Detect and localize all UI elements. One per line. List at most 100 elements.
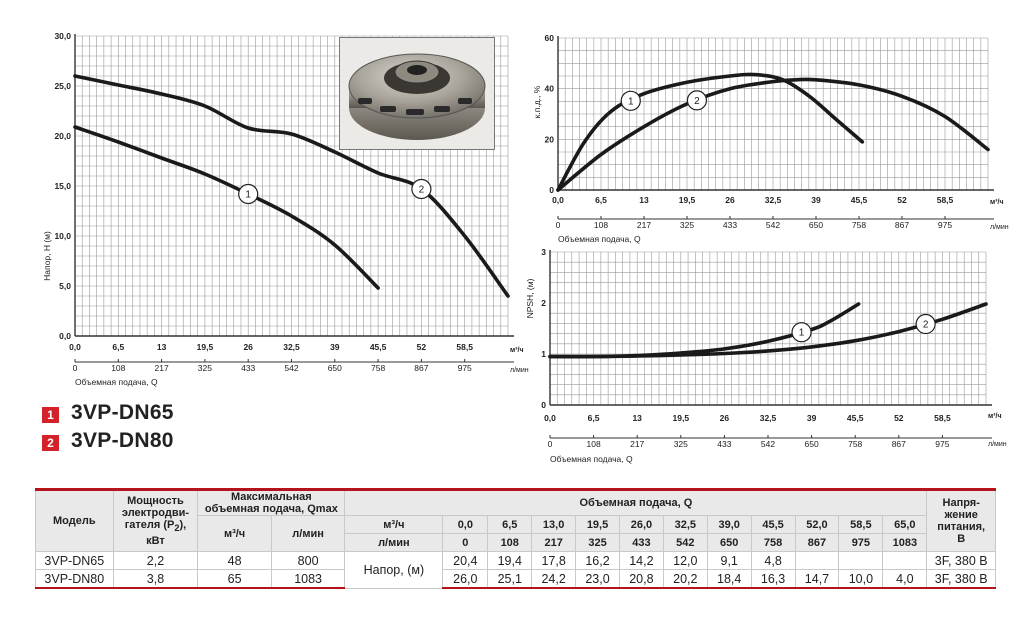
x2-tick-label: 108 xyxy=(587,439,601,449)
grid xyxy=(549,251,987,406)
x2-tick-label: 433 xyxy=(717,439,731,449)
x-tick-label: 39 xyxy=(330,342,340,352)
x-tick-label: 6,5 xyxy=(595,195,607,205)
header-power: Мощность электродви- гателя (P2), кВт xyxy=(112,488,199,552)
head-value-cell: 10,0 xyxy=(838,569,884,589)
efficiency-chart: 0,0 6,5 13 19,5 26 32,5 39 45,5 52 58,5 м³/ч0 108 21… xyxy=(532,33,1009,244)
x-tick-label: 39 xyxy=(807,413,817,423)
curve-marker-circle xyxy=(686,90,708,111)
flow-m3-cell: 45,5 xyxy=(750,515,796,534)
y-tick-label: 1 xyxy=(541,349,546,359)
curve-marker-label: 2 xyxy=(419,185,425,196)
flow-m3-cell: 26,0 xyxy=(618,515,664,534)
flow-lmin-cell: 650 xyxy=(706,533,752,552)
x2-tick-label: 217 xyxy=(630,439,644,449)
model-cell: 3VP-DN80 xyxy=(35,569,114,589)
series-line-2 xyxy=(556,77,990,192)
x-tick-label: 0,0 xyxy=(544,413,556,423)
flow-lmin-cell: 542 xyxy=(662,533,708,552)
flow-lmin-cell: 433 xyxy=(618,533,664,552)
x-tick-label: 45,5 xyxy=(847,413,864,423)
y-tick-label: 30,0 xyxy=(54,31,71,41)
x-tick-label: 39 xyxy=(811,195,821,205)
head-value-cell: 20,8 xyxy=(618,569,664,589)
x-tick-label: 52 xyxy=(417,342,427,352)
y-tick-label: 0 xyxy=(549,185,554,195)
y-tick-label: 40 xyxy=(545,84,555,94)
qmax-m3-cell: 48 xyxy=(197,551,272,570)
x2-tick-label: 325 xyxy=(680,220,694,230)
curve-marker-label: 1 xyxy=(628,96,634,107)
x2-unit-label: л/мин xyxy=(988,441,1007,448)
y-axis-title: NPSH, (м) xyxy=(525,278,535,318)
x2-tick-label: 975 xyxy=(938,220,952,230)
x-unit-label: м³/ч xyxy=(510,347,524,354)
x-tick-label: 13 xyxy=(632,413,642,423)
x2-tick-label: 867 xyxy=(414,363,428,373)
x-tick-label: 6,5 xyxy=(588,413,600,423)
flow-lmin-cell: 758 xyxy=(750,533,796,552)
curve-marker-label: 2 xyxy=(923,320,929,331)
y-tick-label: 15,0 xyxy=(54,181,71,191)
x-axis-title: Объемная подача, Q xyxy=(558,234,641,244)
x2-tick-label: 433 xyxy=(241,363,255,373)
curve-marker-1: 1 xyxy=(238,183,259,205)
flow-lmin-cell: 325 xyxy=(575,533,620,552)
x-unit-label: м³/ч xyxy=(990,199,1004,206)
curve-marker-label: 1 xyxy=(245,190,251,201)
head-value-cell: 4,0 xyxy=(882,569,928,589)
curve-marker-label: 2 xyxy=(694,96,700,107)
x2-tick-label: 0 xyxy=(556,220,561,230)
header-qmax-lmin: л/мин xyxy=(270,515,346,552)
x-tick-label: 52 xyxy=(897,195,907,205)
flow-m3-cell: 0,0 xyxy=(442,515,489,534)
x2-unit-label: л/мин xyxy=(510,367,529,374)
curve-marker-circle xyxy=(238,183,259,205)
x-tick-label: 58,5 xyxy=(937,195,954,205)
x-tick-label: 45,5 xyxy=(851,195,868,205)
flow-lmin-cell: 217 xyxy=(531,533,577,552)
x-tick-label: 52 xyxy=(894,413,904,423)
flow-m3-cell: 39,0 xyxy=(706,515,752,534)
y-axis-title: к.п.д., % xyxy=(532,85,542,118)
legend-item-1: 1 3VP-DN65 xyxy=(42,401,242,427)
header-qmax-m3: м³/ч xyxy=(197,515,272,552)
qmax-lmin-cell: 1083 xyxy=(270,569,346,589)
header-flow: Объемная подача, Q xyxy=(344,488,928,516)
flow-m3-cell: 52,0 xyxy=(794,515,840,534)
y-tick-label: 10,0 xyxy=(54,231,71,241)
x2-unit-label: л/мин xyxy=(990,224,1009,231)
x-tick-label: 6,5 xyxy=(112,342,124,352)
x-tick-label: 0,0 xyxy=(552,195,564,205)
series-line-1 xyxy=(548,302,861,359)
supply-cell: 3F, 380 В xyxy=(926,551,996,570)
x-tick-label: 32,5 xyxy=(283,342,300,352)
curve-marker-2: 2 xyxy=(686,90,708,111)
x2-tick-label: 0 xyxy=(73,363,78,373)
x-unit-label: м³/ч xyxy=(988,413,1002,420)
head-value-cell: 24,2 xyxy=(531,569,577,589)
x2-tick-label: 0 xyxy=(548,439,553,449)
npsh-chart: 0,0 6,5 13 19,5 26 32,5 39 45,5 52 58,5 м³/ч0 108 21… xyxy=(525,247,1007,464)
header-supply: Напря-жение питания, В xyxy=(926,488,996,552)
y-tick-label: 25,0 xyxy=(54,81,71,91)
qmax-m3-cell: 65 xyxy=(197,569,272,589)
head-label-cell: Напор, (м) xyxy=(344,551,444,589)
y-tick-label: 0 xyxy=(541,400,546,410)
x-tick-label: 13 xyxy=(639,195,649,205)
x-tick-label: 32,5 xyxy=(765,195,782,205)
header-unit-lmin: л/мин xyxy=(344,533,444,552)
head-value-cell: 19,4 xyxy=(487,551,533,570)
x2-tick-label: 758 xyxy=(848,439,862,449)
head-value-cell xyxy=(794,551,840,570)
curve-marker-circle xyxy=(620,90,641,111)
x2-tick-label: 650 xyxy=(809,220,823,230)
x2-tick-label: 650 xyxy=(328,363,342,373)
head-value-cell: 4,8 xyxy=(750,551,796,570)
qmax-lmin-cell: 800 xyxy=(270,551,346,570)
flow-m3-cell: 65,0 xyxy=(882,515,928,534)
x-tick-label: 19,5 xyxy=(673,413,690,423)
legend-item-2: 2 3VP-DN80 xyxy=(42,429,242,455)
series-line-1 xyxy=(73,125,380,290)
series-line-1 xyxy=(556,72,865,192)
